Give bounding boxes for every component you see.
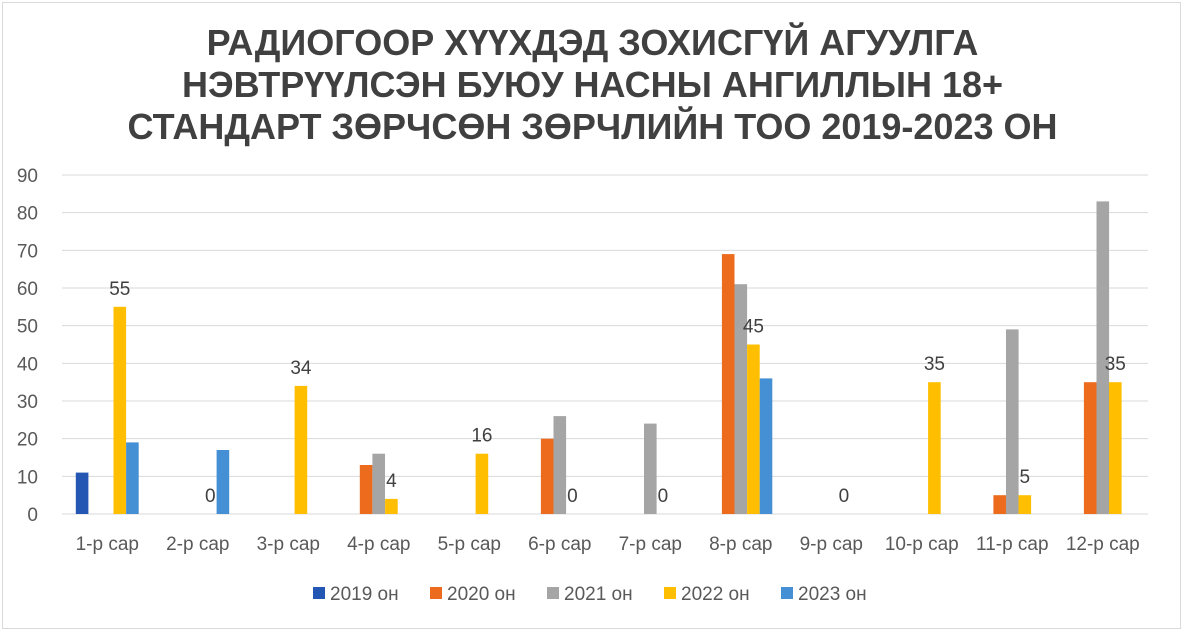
legend-label: 2023 он [798, 584, 867, 605]
bar-2022-1 [113, 306, 127, 514]
bar-2022-3 [294, 385, 308, 514]
x-tick-label: 11-р сар [976, 534, 1049, 555]
x-tick-label: 10-р сар [885, 534, 959, 555]
bar-2020-12 [1083, 382, 1097, 514]
y-axis: 0 10 20 30 40 50 60 70 80 90 [17, 166, 38, 526]
bar-2022-4 [385, 498, 398, 514]
x-tick-label: 3-р сар [257, 534, 320, 555]
x-tick-label: 7-р сар [619, 534, 682, 555]
data-label: 35 [1105, 354, 1126, 375]
y-tick-label: 10 [17, 467, 38, 488]
legend-swatch [430, 587, 442, 599]
data-label: 16 [471, 426, 492, 447]
bar-2023-1 [126, 442, 139, 514]
bar-2022-8 [747, 344, 760, 514]
legend-swatch [547, 587, 559, 599]
bar-2023-8 [759, 378, 773, 514]
legend-swatch [781, 587, 793, 599]
data-label: 0 [658, 486, 669, 507]
bar-2021-12 [1096, 201, 1110, 514]
chart-title-line-3: СТАНДАРТ ЗӨРЧСӨН ЗӨРЧЛИЙН ТОО 2019-2023 … [127, 106, 1058, 147]
y-tick-label: 50 [17, 317, 38, 338]
legend: 2019 он 2020 он 2021 он 2022 он 2023 он [313, 584, 867, 605]
bar-2020-11 [993, 495, 1006, 514]
legend-label: 2021 он [564, 584, 633, 605]
bar-2022-12 [1109, 382, 1122, 514]
x-tick-label: 9-р сар [800, 534, 863, 555]
y-tick-label: 0 [27, 505, 38, 526]
bar-2020-8 [721, 254, 735, 514]
y-tick-label: 90 [17, 166, 38, 187]
gridlines [62, 174, 1148, 515]
data-label: 0 [567, 486, 578, 507]
chart-title-line-2: НЭВТРҮҮЛСЭН БУЮУ НАСНЫ АНГИЛЛЫН 18+ [181, 64, 1004, 105]
legend-label: 2022 он [681, 584, 750, 605]
legend-swatch [664, 587, 676, 599]
data-label: 0 [205, 486, 216, 507]
legend-label: 2019 он [330, 584, 399, 605]
y-tick-label: 60 [17, 279, 38, 300]
x-tick-label: 5-р сар [438, 534, 501, 555]
data-label: 0 [839, 486, 850, 507]
x-tick-label: 8-р сар [709, 534, 772, 555]
data-label: 5 [1020, 467, 1031, 488]
y-tick-label: 40 [17, 354, 38, 375]
x-tick-label: 4-р сар [347, 534, 410, 555]
bar-2022-5 [475, 453, 489, 514]
bar-2020-6 [540, 438, 554, 514]
y-tick-label: 30 [17, 392, 38, 413]
data-label: 34 [290, 358, 312, 379]
data-labels: 55 0 34 4 16 0 0 45 0 35 5 35 [109, 279, 1126, 507]
x-tick-label: 2-р сар [166, 534, 229, 555]
legend-swatch [313, 587, 325, 599]
data-label: 35 [924, 354, 945, 375]
bar-2022-10 [928, 382, 941, 514]
x-axis: 1-р сар 2-р сар 3-р сар 4-р сар 5-р сар 6-р с… [76, 534, 1140, 555]
bar-2021-7 [644, 423, 657, 514]
y-tick-label: 80 [17, 204, 38, 225]
legend-label: 2020 он [447, 584, 516, 605]
data-label: 4 [386, 471, 397, 492]
x-tick-label: 12-р сар [1066, 534, 1140, 555]
chart-title-line-1: РАДИОГООР ХҮҮХДЭД ЗОХИСГҮЙ АГУУЛГА [206, 22, 979, 63]
bar-2022-11 [1018, 495, 1032, 514]
bar-2021-11 [1006, 329, 1019, 514]
x-tick-label: 6-р сар [528, 534, 591, 555]
data-label: 45 [743, 317, 764, 338]
bar-2021-4 [372, 453, 385, 514]
y-tick-label: 70 [17, 241, 38, 262]
bar-2020-4 [359, 465, 373, 514]
chart-title: РАДИОГООР ХҮҮХДЭД ЗОХИСГҮЙ АГУУЛГА НЭВТР… [0, 22, 1185, 148]
bars [75, 201, 1122, 514]
x-tick-label: 1-р сар [76, 534, 139, 555]
bar-2019-1 [75, 472, 89, 514]
bar-2021-8 [734, 284, 748, 514]
bar-2021-6 [553, 416, 567, 514]
bar-2023-2 [216, 450, 230, 514]
data-label: 55 [109, 279, 130, 300]
y-tick-label: 20 [17, 430, 38, 451]
